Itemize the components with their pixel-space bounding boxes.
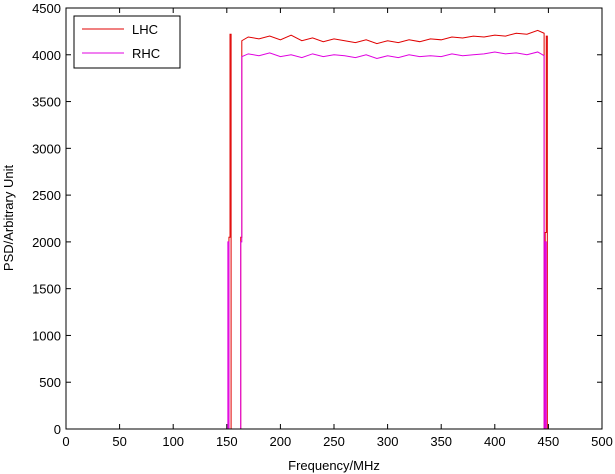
x-tick-label: 100 [162,434,184,449]
legend-label-rhc: RHC [132,46,160,61]
legend-label-lhc: LHC [132,22,158,37]
series-line-lhc [66,29,602,430]
x-tick-label: 250 [323,434,345,449]
y-tick-label: 1000 [32,328,61,343]
y-tick-label: 4000 [32,48,61,63]
x-tick-label: 0 [62,434,69,449]
x-tick-label: 450 [538,434,560,449]
x-tick-label: 300 [377,434,399,449]
y-tick-label: 0 [54,422,61,437]
x-tick-label: 500 [591,434,613,449]
x-tick-label: 50 [112,434,126,449]
x-tick-label: 200 [270,434,292,449]
x-tick-label: 150 [216,434,238,449]
x-axis-label: Frequency/MHz [288,458,380,473]
y-tick-label: 500 [39,375,61,390]
y-tick-label: 3500 [32,95,61,110]
y-tick-label: 4500 [32,1,61,16]
y-tick-label: 2500 [32,188,61,203]
plot-area [66,29,602,430]
x-tick-label: 350 [430,434,452,449]
y-tick-label: 1500 [32,282,61,297]
y-tick-label: 2000 [32,235,61,250]
series-line-rhc [66,51,602,430]
axes: 0 50 100 150 200 250 300 350 400 450 500 0 500 1000 15… [32,1,613,449]
legend: LHC RHC [73,15,181,69]
plot-frame [65,7,603,430]
legend-box [73,15,181,69]
y-axis-label: PSD/Arbitrary Unit [1,165,16,272]
x-tick-label: 400 [484,434,506,449]
y-tick-label: 3000 [32,141,61,156]
